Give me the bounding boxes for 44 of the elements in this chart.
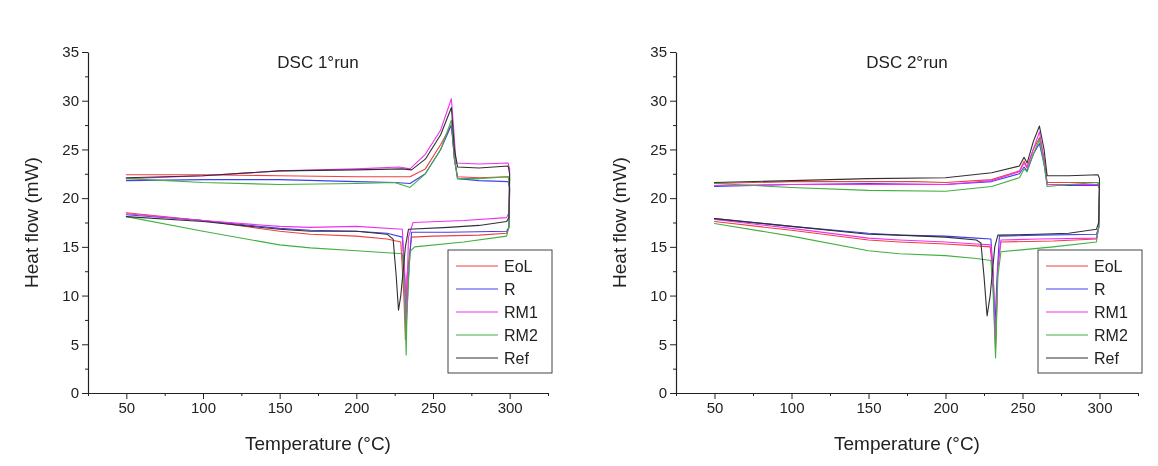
x-tick-label: 150 (856, 398, 882, 416)
x-tick-label: 250 (420, 398, 447, 416)
y-tick-label: 15 (650, 238, 667, 256)
x-tick-label: 100 (779, 398, 805, 416)
legend-label: Ref (1094, 350, 1120, 367)
x-tick-label: 150 (267, 398, 293, 416)
chart-title: DSC 2°run (866, 53, 948, 72)
y-tick-label: 25 (650, 140, 667, 158)
x-axis-title: Temperature (°C) (245, 433, 391, 454)
legend-label: RM1 (1094, 304, 1128, 321)
y-tick-label: 15 (62, 238, 79, 256)
y-tick-label: 10 (62, 286, 79, 304)
legend-label: RM2 (504, 327, 538, 344)
y-tick-label: 5 (70, 335, 79, 353)
x-tick-label: 250 (1010, 398, 1036, 416)
legend-label: EoL (504, 258, 533, 275)
legend-label: Ref (504, 350, 530, 367)
x-tick-label: 50 (118, 398, 136, 416)
y-tick-label: 25 (62, 140, 79, 158)
x-tick-label: 50 (706, 398, 724, 416)
chart-title: DSC 1°run (277, 53, 359, 72)
y-tick-label: 35 (62, 43, 79, 61)
y-tick-label: 10 (650, 286, 667, 304)
y-tick-label: 0 (70, 384, 79, 402)
y-tick-label: 0 (658, 384, 667, 402)
legend-label: RM2 (1094, 327, 1128, 344)
legend-label: EoL (1094, 258, 1123, 275)
x-tick-label: 200 (933, 398, 959, 416)
legend-label: RM1 (504, 304, 538, 321)
y-tick-label: 20 (62, 189, 79, 207)
y-axis-title: Heat flow (mW) (21, 157, 42, 288)
y-tick-label: 30 (650, 92, 667, 110)
x-axis-title: Temperature (°C) (834, 433, 980, 454)
y-axis-title: Heat flow (mW) (609, 157, 630, 288)
x-tick-label: 200 (344, 398, 370, 416)
x-tick-label: 100 (190, 398, 217, 416)
legend-label: R (504, 281, 516, 298)
x-tick-label: 300 (1087, 398, 1113, 416)
x-tick-label: 300 (497, 398, 523, 416)
y-tick-label: 5 (658, 335, 667, 353)
legend-label: R (1094, 281, 1106, 298)
y-tick-label: 20 (650, 189, 667, 207)
y-tick-label: 30 (62, 92, 79, 110)
y-tick-label: 35 (650, 43, 667, 61)
